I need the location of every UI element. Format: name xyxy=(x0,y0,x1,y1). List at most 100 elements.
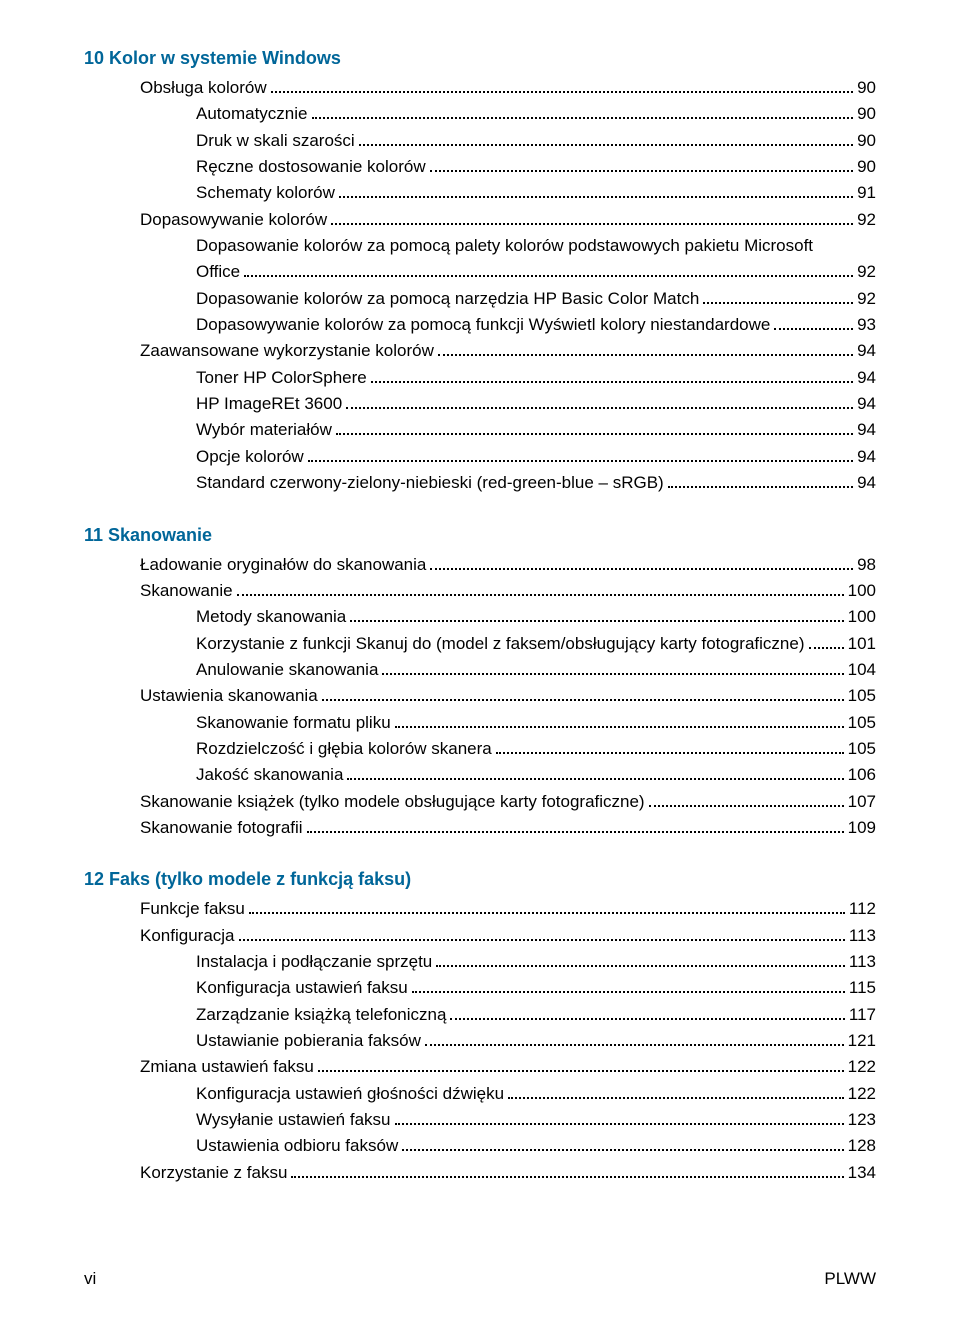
toc-entry: Ustawianie pobierania faksów121 xyxy=(84,1028,876,1054)
toc-page-number: 107 xyxy=(848,789,876,815)
toc-page-number: 94 xyxy=(857,444,876,470)
toc-entry: Funkcje faksu 112 xyxy=(84,896,876,922)
toc-page-number: 92 xyxy=(857,207,876,233)
toc-leader-dots xyxy=(237,594,844,596)
toc-page-number: 123 xyxy=(848,1107,876,1133)
toc-entry: Dopasowywanie kolorów 92 xyxy=(84,207,876,233)
toc-leader-dots xyxy=(508,1097,844,1099)
toc-leader-dots xyxy=(346,407,853,409)
toc-leader-dots xyxy=(350,620,843,622)
toc-entry: Dopasowanie kolorów za pomocą narzędzia … xyxy=(84,286,876,312)
toc-label: Schematy kolorów xyxy=(196,180,335,206)
toc-leader-dots xyxy=(395,726,844,728)
toc-leader-dots xyxy=(436,965,845,967)
toc-page-number: 122 xyxy=(848,1054,876,1080)
toc-leader-dots xyxy=(359,144,853,146)
toc-page-number: 94 xyxy=(857,338,876,364)
toc-entry: Druk w skali szarości 90 xyxy=(84,128,876,154)
toc-leader-dots xyxy=(307,831,844,833)
toc-page-number: 113 xyxy=(849,949,876,975)
toc-page-number: 94 xyxy=(857,470,876,496)
toc-leader-dots xyxy=(291,1176,843,1178)
toc-page-number: 91 xyxy=(857,180,876,206)
toc-label: Konfiguracja ustawień głośności dźwięku xyxy=(196,1081,504,1107)
toc-label: Druk w skali szarości xyxy=(196,128,355,154)
toc-label: Dopasowanie kolorów za pomocą narzędzia … xyxy=(196,286,699,312)
toc-entry: Ustawienia skanowania105 xyxy=(84,683,876,709)
chapter-heading: 12 Faks (tylko modele z funkcją faksu) xyxy=(84,869,876,890)
toc-entry: Jakość skanowania106 xyxy=(84,762,876,788)
toc-leader-dots xyxy=(336,433,853,435)
toc-page-number: 104 xyxy=(848,657,876,683)
toc-label: Skanowanie xyxy=(140,578,233,604)
toc-label: HP ImageREt 3600 xyxy=(196,391,342,417)
toc-leader-dots xyxy=(438,354,853,356)
toc-page-number: 92 xyxy=(857,286,876,312)
toc-page-number: 90 xyxy=(857,128,876,154)
toc-leader-dots xyxy=(412,991,845,993)
toc-entry: Skanowanie formatu pliku105 xyxy=(84,710,876,736)
toc-page-number: 94 xyxy=(857,391,876,417)
toc-leader-dots xyxy=(382,673,843,675)
toc-page-number: 122 xyxy=(848,1081,876,1107)
toc-leader-dots xyxy=(430,568,853,570)
toc-label: Korzystanie z funkcji Skanuj do (model z… xyxy=(196,631,805,657)
toc-leader-dots xyxy=(402,1149,843,1151)
toc-page-number: 93 xyxy=(857,312,876,338)
toc-entry: Opcje kolorów 94 xyxy=(84,444,876,470)
toc-leader-dots xyxy=(318,1070,844,1072)
footer-left: vi xyxy=(84,1269,96,1289)
toc-entry: Metody skanowania100 xyxy=(84,604,876,630)
toc-entry: Obsługa kolorów90 xyxy=(84,75,876,101)
toc-page-number: 90 xyxy=(857,154,876,180)
toc-leader-dots xyxy=(668,486,853,488)
toc-leader-dots xyxy=(809,647,844,649)
toc-page-number: 94 xyxy=(857,365,876,391)
toc-label: Skanowanie formatu pliku xyxy=(196,710,391,736)
toc-label: Korzystanie z faksu xyxy=(140,1160,287,1186)
chapter-heading: 11 Skanowanie xyxy=(84,525,876,546)
toc-leader-dots xyxy=(331,223,853,225)
toc-entry: Konfiguracja ustawień głośności dźwięku 1… xyxy=(84,1081,876,1107)
toc-section: 10 Kolor w systemie Windows Obsługa kolor… xyxy=(84,48,876,497)
toc-label: Office xyxy=(196,259,240,285)
toc-entry: Ręczne dostosowanie kolorów 90 xyxy=(84,154,876,180)
chapter-heading: 10 Kolor w systemie Windows xyxy=(84,48,876,69)
toc-label: Ustawienia odbioru faksów xyxy=(196,1133,398,1159)
toc-page-number: 112 xyxy=(849,896,876,922)
toc-label: Skanowanie fotografii xyxy=(140,815,303,841)
toc-label: Opcje kolorów xyxy=(196,444,304,470)
toc-label: Toner HP ColorSphere xyxy=(196,365,367,391)
toc-label: Zaawansowane wykorzystanie kolorów xyxy=(140,338,434,364)
toc-label: Dopasowywanie kolorów xyxy=(140,207,327,233)
toc-leader-dots xyxy=(347,778,843,780)
toc-leader-dots xyxy=(339,196,853,198)
toc-page-number: 105 xyxy=(848,683,876,709)
toc-leader-dots xyxy=(322,699,844,701)
toc-label: Dopasowywanie kolorów za pomocą funkcji … xyxy=(196,312,770,338)
toc-label: Dopasowanie kolorów za pomocą palety kol… xyxy=(196,233,813,259)
toc-leader-dots xyxy=(649,805,844,807)
toc-label: Automatycznie xyxy=(196,101,308,127)
toc-entry: Korzystanie z faksu134 xyxy=(84,1160,876,1186)
toc-label: Konfiguracja ustawień faksu xyxy=(196,975,408,1001)
toc-entry: Dopasowanie kolorów za pomocą palety kol… xyxy=(84,233,876,259)
toc-leader-dots xyxy=(703,302,853,304)
page-footer: vi PLWW xyxy=(84,1269,876,1289)
toc-entry: Toner HP ColorSphere 94 xyxy=(84,365,876,391)
toc-entry: Skanowanie książek (tylko modele obsługu… xyxy=(84,789,876,815)
toc-leader-dots xyxy=(395,1123,844,1125)
toc-label: Standard czerwony-zielony-niebieski (red… xyxy=(196,470,664,496)
toc-entry: Zaawansowane wykorzystanie kolorów 94 xyxy=(84,338,876,364)
toc-label: Ustawianie pobierania faksów xyxy=(196,1028,421,1054)
toc-label: Ręczne dostosowanie kolorów xyxy=(196,154,426,180)
toc-page-number: 100 xyxy=(848,604,876,630)
toc-label: Funkcje faksu xyxy=(140,896,245,922)
toc-entry: Skanowanie100 xyxy=(84,578,876,604)
toc-label: Zarządzanie książką telefoniczną xyxy=(196,1002,446,1028)
toc-page-number: 109 xyxy=(848,815,876,841)
toc-page-number: 92 xyxy=(857,259,876,285)
toc-section: 12 Faks (tylko modele z funkcją faksu) Fu… xyxy=(84,869,876,1186)
toc-page-number: 128 xyxy=(848,1133,876,1159)
toc-leader-dots xyxy=(249,912,845,914)
